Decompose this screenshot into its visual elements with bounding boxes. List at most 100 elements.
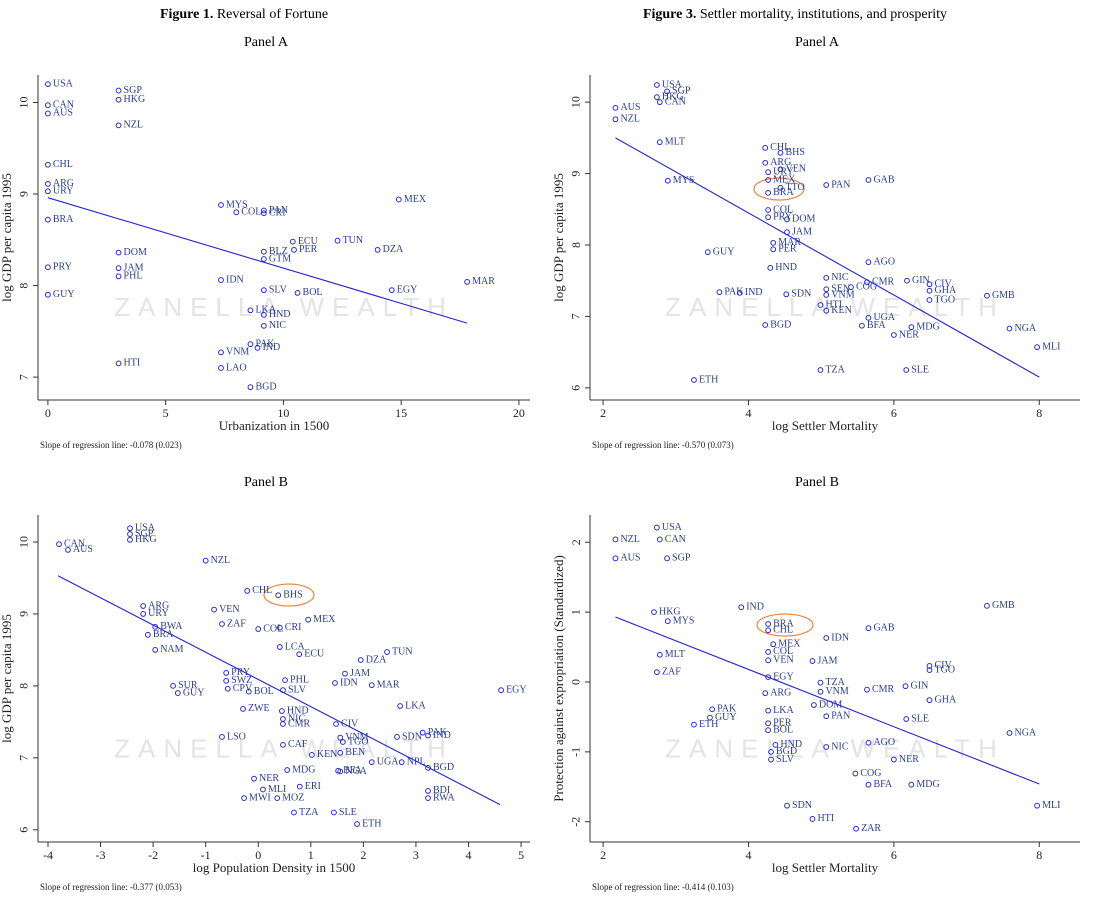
y-tick-label: -2 [569,817,583,827]
data-point [656,139,663,146]
point-label: CHL [252,585,272,596]
point-label: IND [745,287,763,298]
point-label: DOM [819,699,842,710]
figure-name: Settler mortality, institutions, and pro… [700,7,947,22]
data-point [1034,802,1041,809]
point-label: CRI [269,208,286,219]
data-point [823,286,830,293]
data-point [291,246,297,253]
point-label: ARG [770,157,791,168]
data-point [280,721,286,727]
point-label: NIC [288,713,306,724]
point-label: TGO [935,664,956,675]
data-point [817,679,824,686]
data-point [1006,325,1013,332]
x-axis-title: log Settler Mortality [772,418,879,433]
data-point [127,525,133,532]
data-point [852,770,859,777]
point-label: ZAF [227,618,246,629]
data-point [890,332,897,338]
point-label: PRY [53,262,72,273]
point-label: BOL [773,725,793,736]
data-point [305,616,312,623]
point-label: PHL [124,271,143,282]
panel-title: Panel B [244,475,288,490]
data-point [777,166,784,173]
data-point [395,196,402,203]
point-label: CMR [288,718,311,729]
data-point [308,752,315,758]
y-tick-label: 1 [569,609,583,615]
point-label: PER [773,718,792,729]
point-label: SLV [776,754,795,765]
x-tick-label: -1 [201,848,211,862]
point-label: DOM [792,214,815,225]
point-label: DOM [124,247,147,258]
point-label: ECU [304,649,325,660]
point-label: USA [53,78,74,89]
point-label: BRA [773,618,794,629]
point-label: BFA [343,765,362,776]
data-point [809,816,816,822]
point-label: HTI [825,299,842,310]
point-label: LSO [227,731,246,742]
point-label: PAN [269,205,288,216]
data-point [770,246,777,253]
data-point [127,531,133,537]
data-point [115,122,122,129]
point-label: BWA [160,621,183,632]
data-point [656,651,663,658]
data-point [908,324,915,331]
point-label: PAK [717,704,737,715]
point-label: CAN [665,534,686,545]
point-label: AUS [53,108,73,119]
data-point [823,182,830,188]
y-tick-label: 10 [17,536,31,548]
data-point [664,618,671,625]
data-point [902,683,909,690]
point-label: EGY [773,671,794,682]
data-point [44,264,51,271]
data-point [765,720,772,727]
data-point [368,759,375,766]
point-label: SLE [911,364,929,375]
point-label: ZAF [662,667,681,678]
point-label: IDN [831,632,849,643]
data-point [767,264,774,271]
y-tick-label: 8 [569,242,583,248]
point-label: MYS [673,616,695,627]
data-point [784,216,790,223]
point-label: NER [899,754,919,765]
point-label: BFA [873,779,892,790]
data-point [653,669,660,676]
point-label: VEN [773,655,794,666]
point-label: NIC [831,741,849,752]
data-point [612,116,619,123]
point-label: UGA [377,756,399,767]
data-point [612,536,619,543]
data-point [254,344,261,351]
data-point [823,292,830,298]
point-label: ARG [53,178,74,189]
data-point [707,714,713,721]
data-point [337,734,344,741]
data-point [865,781,872,788]
y-tick-label: 9 [17,191,31,197]
data-point [464,279,471,285]
point-label: BOL [303,287,323,298]
point-label: SGP [124,85,143,96]
x-tick-label: 20 [513,406,525,420]
point-label: ZAR [861,823,881,834]
data-point [762,144,769,151]
data-point [224,685,231,692]
y-tick-label: -1 [569,747,583,757]
data-point [664,555,670,562]
point-label: MWI [249,792,271,803]
point-label: NER [899,329,919,340]
data-point [777,184,784,191]
point-label: MYS [226,199,248,210]
point-label: CHL [773,625,793,636]
point-label: COL [241,207,261,218]
data-point [44,188,51,195]
